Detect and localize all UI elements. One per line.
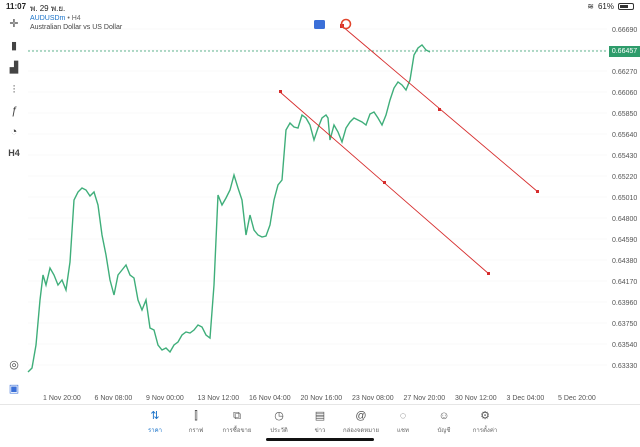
news-icon: ▤	[314, 410, 326, 422]
bars-icon[interactable]: ▟	[9, 62, 19, 74]
price-label: 0.63330	[612, 363, 637, 370]
chat-icon: ◌	[399, 410, 407, 422]
channel-line-lower[interactable]	[279, 90, 490, 275]
current-price-tag: 0.66457	[609, 46, 640, 57]
price-label: 0.63960	[612, 300, 637, 307]
nav-account[interactable]: ☺ บัญชี	[419, 409, 469, 435]
nav-history[interactable]: ◷ ประวัติ	[254, 409, 304, 435]
price-label: 0.65640	[612, 132, 637, 139]
shapes-icon[interactable]: ◔	[10, 126, 18, 138]
mail-icon: @	[355, 410, 367, 422]
price-label: 0.64800	[612, 216, 637, 223]
price-label: 0.66060	[612, 90, 637, 97]
one-click-trading-icon[interactable]	[314, 20, 325, 29]
time-label: 27 Nov 20:00	[404, 395, 446, 402]
price-label: 0.66690	[612, 27, 637, 34]
price-chart[interactable]: 0.666900.664800.662700.660600.658500.656…	[0, 0, 640, 404]
price-label: 0.64590	[612, 237, 637, 244]
nav-settings[interactable]: ⚙ การตั้งค่า	[460, 409, 510, 435]
time-label: 20 Nov 16:00	[301, 395, 343, 402]
price-label: 0.64170	[612, 279, 637, 286]
history-icon: ◷	[274, 410, 284, 422]
indicator-icon[interactable]: ⫶	[12, 84, 16, 96]
symbol-header[interactable]: AUDUSDm • H4	[30, 15, 81, 22]
time-label: 5 Dec 20:00	[558, 395, 596, 402]
price-label: 0.65850	[612, 111, 637, 118]
price-axis: 0.666900.664800.662700.660600.658500.656…	[612, 27, 637, 370]
nav-chat[interactable]: ◌ แชท	[378, 409, 428, 435]
channel-lower-handle-end[interactable]	[487, 272, 490, 275]
battery-percent: 61%	[597, 2, 614, 11]
status-date: พ. 29 พ.ย.	[30, 4, 66, 13]
account-icon: ☺	[438, 410, 450, 422]
status-time: 11:07	[6, 2, 27, 11]
channel-upper-handle-mid[interactable]	[438, 108, 441, 111]
nav-mailbox[interactable]: @ กล่องจดหมาย	[336, 409, 386, 435]
channel-lower-handle-start[interactable]	[279, 90, 282, 93]
signal-icon[interactable]	[340, 18, 352, 30]
time-label: 16 Nov 04:00	[249, 395, 291, 402]
channel-lower-handle-mid[interactable]	[383, 181, 386, 184]
price-line	[27, 44, 431, 373]
crosshair-icon[interactable]: ✛	[9, 18, 19, 30]
one-click-icon[interactable]: ▣	[8, 383, 20, 395]
time-label: 1 Nov 20:00	[43, 395, 81, 402]
time-label: 13 Nov 12:00	[198, 395, 240, 402]
battery-icon	[618, 3, 634, 10]
arrows-icon: ⇅	[150, 410, 160, 422]
symbol-name: AUDUSDm	[30, 15, 66, 22]
symbol-timeframe: H4	[71, 15, 81, 22]
chart-icon: ⫿	[194, 410, 198, 422]
time-label: 30 Nov 12:00	[455, 395, 497, 402]
settings-icon: ⚙	[480, 410, 490, 422]
channel-line-upper[interactable]	[340, 24, 539, 193]
candlestick-icon[interactable]: ▮	[10, 40, 18, 52]
price-label: 0.64380	[612, 258, 637, 265]
price-label: 0.65430	[612, 153, 637, 160]
nav-trade[interactable]: ⧉ การซื้อขาย	[212, 409, 262, 435]
symbol-description: Australian Dollar vs US Dollar	[30, 24, 123, 31]
function-icon[interactable]: ƒ	[10, 105, 18, 117]
trade-icon: ⧉	[233, 410, 241, 422]
channel-upper-handle-end[interactable]	[536, 190, 539, 193]
status-bar: 11:07 พ. 29 พ.ย. ≋ 61%	[0, 0, 640, 14]
status-right: ≋ 61%	[587, 2, 634, 11]
price-label: 0.65010	[612, 195, 637, 202]
wifi-icon: ≋	[587, 2, 594, 11]
price-label: 0.65220	[612, 174, 637, 181]
price-label: 0.66270	[612, 69, 637, 76]
quick-trade-icon[interactable]: ◎	[9, 359, 19, 371]
time-axis: 1 Nov 20:00 6 Nov 08:00 9 Nov 00:00 13 Nov …	[43, 395, 596, 402]
time-label: 6 Nov 08:00	[95, 395, 133, 402]
time-label: 9 Nov 00:00	[146, 395, 184, 402]
nav-news[interactable]: ▤ ข่าว	[295, 409, 345, 435]
nav-quotes[interactable]: ⇅ ราคา	[130, 409, 180, 435]
price-label: 0.63750	[612, 321, 637, 328]
nav-chart[interactable]: ⫿ กราฟ	[171, 409, 221, 435]
time-label: 23 Nov 08:00	[352, 395, 394, 402]
time-label: 3 Dec 04:00	[507, 395, 545, 402]
timeframe-h4[interactable]: H4	[8, 148, 20, 158]
home-indicator	[266, 438, 374, 441]
left-toolbar: ✛ ▮ ▟ ⫶ ƒ ◔ H4 ◎ ▣	[0, 14, 28, 414]
price-label: 0.63540	[612, 342, 637, 349]
